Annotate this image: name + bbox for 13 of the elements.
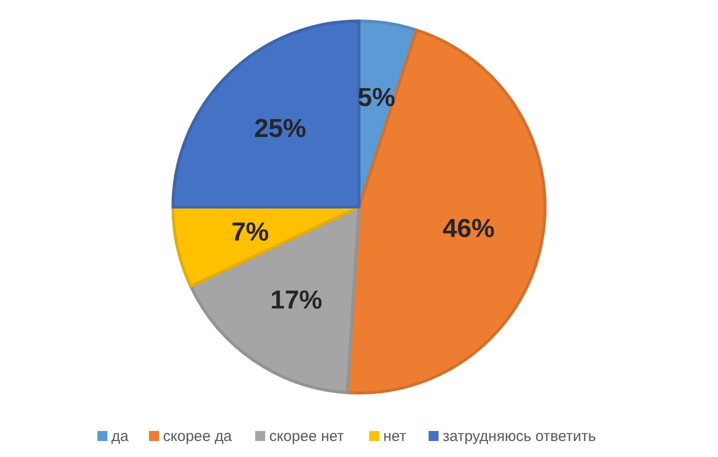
pie-slice <box>346 28 546 394</box>
data-label: 46% <box>442 212 495 243</box>
data-label: 17% <box>270 284 322 314</box>
legend-label: скорее да <box>163 428 233 445</box>
data-label: 5% <box>358 82 396 112</box>
data-label: 7% <box>231 216 269 246</box>
pie-slice <box>189 206 360 394</box>
data-label: 25% <box>254 113 306 144</box>
legend-label: да <box>111 428 130 445</box>
pie-slice <box>172 20 360 208</box>
legend-label: нет <box>383 428 406 445</box>
legend-label: затрудняюсь ответить <box>442 428 596 445</box>
legend-label: скорее нет <box>269 428 344 445</box>
